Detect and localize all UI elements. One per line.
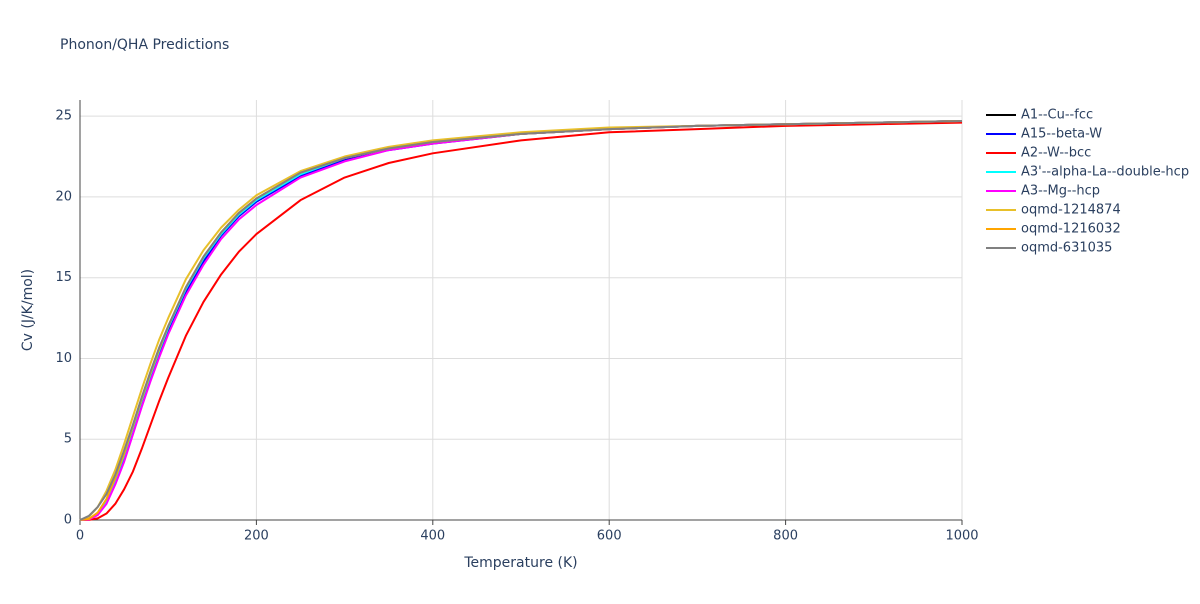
legend-label: A1--Cu--fcc: [1021, 108, 1093, 123]
y-tick-label: 10: [55, 351, 72, 366]
legend-label: oqmd-1216032: [1021, 222, 1121, 237]
x-tick-label: 0: [76, 529, 84, 544]
y-tick-label: 20: [55, 189, 72, 204]
legend-label: A3--Mg--hcp: [1021, 184, 1100, 199]
y-tick-label: 5: [64, 432, 72, 447]
series-line: [79, 120, 963, 521]
series-line: [79, 120, 963, 521]
series-line: [79, 120, 963, 521]
x-tick-label: 400: [420, 529, 445, 544]
x-tick-label: 800: [773, 529, 798, 544]
series-line: [79, 121, 963, 521]
legend-label: A15--beta-W: [1021, 127, 1102, 142]
legend-label: oqmd-1214874: [1021, 203, 1121, 218]
y-axis-label: Cv (J/K/mol): [20, 269, 36, 351]
legend-label: A3'--alpha-La--double-hcp: [1021, 165, 1189, 180]
series-line: [79, 120, 963, 521]
y-tick-label: 0: [64, 513, 72, 528]
x-tick-label: 1000: [945, 529, 978, 544]
legend-label: oqmd-631035: [1021, 241, 1112, 256]
y-tick-label: 25: [55, 109, 72, 124]
x-tick-label: 600: [597, 529, 622, 544]
y-tick-label: 15: [55, 270, 72, 285]
series-line: [79, 120, 963, 521]
series-line: [79, 120, 963, 521]
x-tick-label: 200: [244, 529, 269, 544]
chart-title: Phonon/QHA Predictions: [60, 37, 229, 53]
series-line: [79, 120, 963, 521]
legend-label: A2--W--bcc: [1021, 146, 1091, 161]
x-axis-label: Temperature (K): [463, 555, 577, 571]
